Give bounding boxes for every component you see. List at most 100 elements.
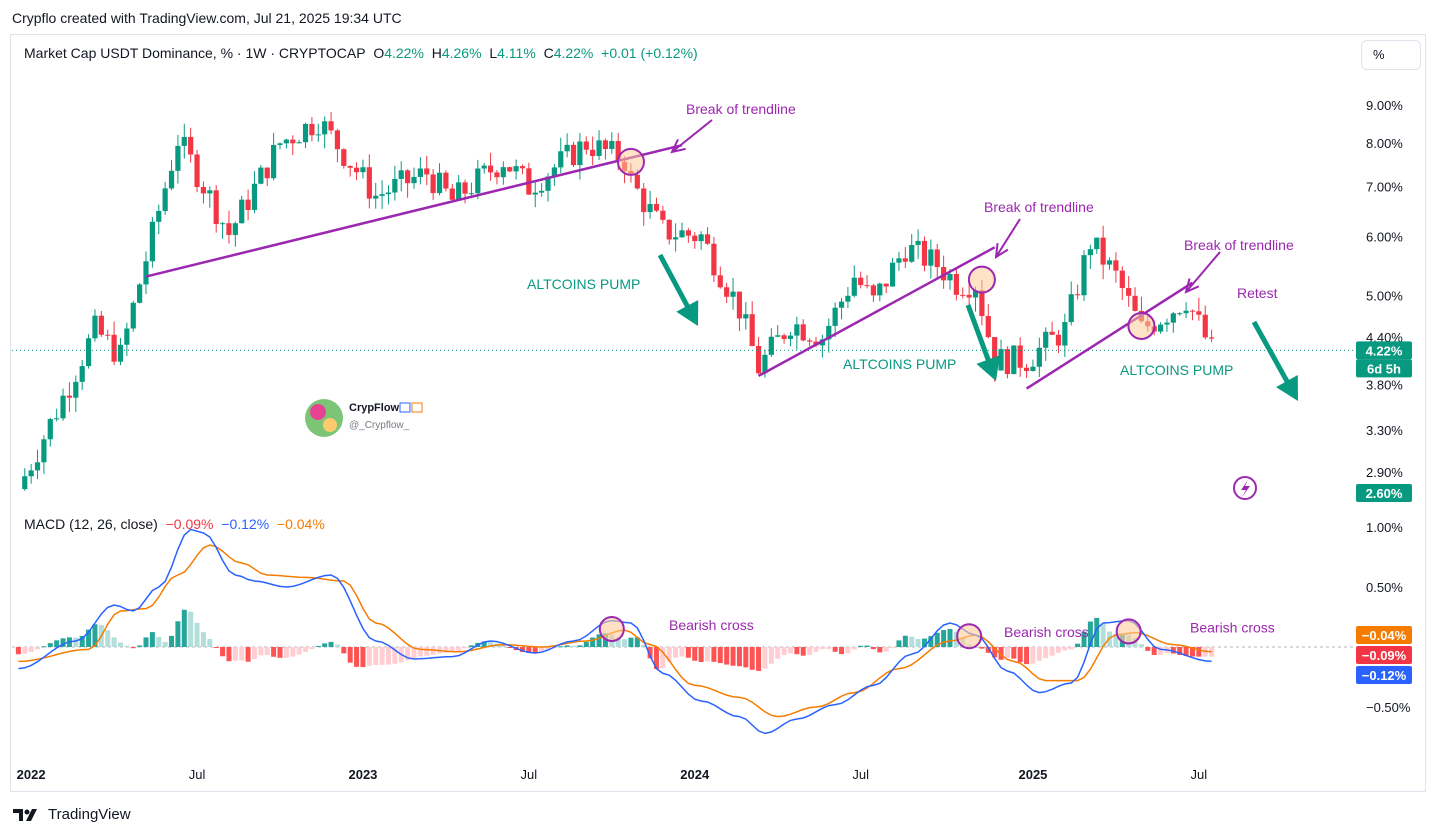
candle-body bbox=[1100, 237, 1106, 265]
trendline-break-circle bbox=[1127, 311, 1156, 340]
candle-body bbox=[213, 190, 219, 225]
candle-body bbox=[245, 199, 251, 210]
macd-histogram-bar bbox=[1177, 647, 1183, 656]
candle-body bbox=[1030, 366, 1036, 371]
macd-histogram-bar bbox=[175, 621, 181, 647]
candle-body bbox=[755, 345, 762, 374]
watermark-badge-icon bbox=[411, 402, 423, 413]
candle-body bbox=[130, 302, 136, 329]
last-price-tag bbox=[1356, 341, 1412, 360]
candle-body bbox=[251, 183, 258, 210]
candle-body bbox=[838, 301, 845, 308]
candle-body bbox=[717, 275, 723, 288]
macd-histogram-bar bbox=[315, 645, 321, 647]
macd-legend: MACD (12, 26, close) −0.09% −0.12% −0.04… bbox=[24, 516, 325, 532]
price-axis-tick: 8.00% bbox=[1366, 136, 1403, 151]
candle-body bbox=[405, 170, 411, 184]
candle-body bbox=[34, 462, 41, 471]
macd-histogram-bar bbox=[839, 647, 845, 655]
candle-body bbox=[162, 188, 168, 211]
macd-histogram-bar bbox=[1145, 647, 1151, 651]
macd-histogram-bar bbox=[883, 647, 889, 652]
candle-body bbox=[468, 193, 475, 195]
price-axis-tick: 2.90% bbox=[1366, 465, 1403, 480]
candle-body bbox=[730, 291, 736, 297]
macd-title[interactable]: MACD (12, 26, close) bbox=[24, 516, 158, 532]
candle-body bbox=[947, 274, 953, 281]
macd-histogram-bar bbox=[15, 647, 21, 655]
time-axis-tick: 2022 bbox=[17, 767, 46, 782]
candle-body bbox=[864, 285, 870, 287]
candle-body bbox=[1011, 345, 1017, 375]
macd-histogram-bar bbox=[1030, 647, 1036, 664]
candle-body bbox=[341, 149, 347, 166]
macd-histogram-bar bbox=[124, 645, 130, 647]
candle-body bbox=[443, 172, 449, 189]
candle-body bbox=[564, 144, 570, 152]
trend-arrow-head bbox=[976, 355, 1000, 381]
macd-histogram-bar bbox=[22, 647, 28, 654]
candle-body bbox=[449, 188, 455, 200]
macd-histogram-bar bbox=[941, 630, 947, 647]
watermark-avatar-detail bbox=[310, 404, 326, 420]
chart-frame bbox=[10, 34, 1426, 792]
candle-body bbox=[1132, 295, 1138, 311]
macd-histogram-bar bbox=[245, 647, 251, 662]
macd-value-tag-text: −0.12% bbox=[1362, 668, 1407, 683]
candle-body bbox=[226, 223, 232, 235]
candle-body bbox=[28, 470, 34, 477]
macd-histogram-bar bbox=[577, 645, 583, 647]
macd-histogram-bar bbox=[685, 647, 691, 658]
macd-histogram-bar bbox=[558, 646, 564, 648]
candle-body bbox=[577, 141, 583, 166]
candle-body bbox=[456, 182, 462, 200]
macd-axis-tick: 0.50% bbox=[1366, 580, 1403, 595]
candle-body bbox=[1157, 324, 1164, 332]
candle-body bbox=[909, 244, 915, 262]
candle-body bbox=[558, 151, 564, 168]
price-axis-tick: 4.40% bbox=[1366, 330, 1403, 345]
candle-body bbox=[1196, 311, 1202, 315]
macd-histogram-bar bbox=[443, 647, 449, 653]
symbol-title[interactable]: Market Cap USDT Dominance, % · 1W · CRYP… bbox=[24, 45, 366, 61]
candle-body bbox=[137, 284, 143, 303]
candle-body bbox=[609, 141, 615, 149]
ohlc-change: +0.01 (+0.12%) bbox=[601, 45, 698, 61]
candle-body bbox=[679, 230, 685, 238]
candle-body bbox=[392, 178, 398, 193]
macd-histogram-bar bbox=[188, 611, 194, 647]
lightning-icon-bolt bbox=[1241, 480, 1250, 497]
time-axis-tick: 2025 bbox=[1018, 767, 1047, 782]
percent-scale-button[interactable]: % bbox=[1361, 40, 1421, 70]
macd-histogram-bar bbox=[328, 641, 334, 647]
macd-histogram-bar bbox=[864, 645, 870, 647]
macd-histogram-bar bbox=[220, 647, 226, 657]
chart-attribution: Crypflo created with TradingView.com, Ju… bbox=[12, 10, 402, 26]
macd-histogram-bar bbox=[724, 647, 730, 665]
macd-histogram-bar bbox=[947, 629, 953, 647]
macd-histogram-bar bbox=[309, 647, 315, 650]
macd-histogram-bar bbox=[1075, 643, 1081, 647]
tradingview-logo[interactable]: TradingView bbox=[12, 806, 131, 823]
macd-histogram-bar bbox=[1043, 647, 1049, 659]
macd-histogram-bar bbox=[156, 637, 162, 647]
macd-value-tag-text: −0.04% bbox=[1362, 628, 1407, 643]
candle-body bbox=[207, 190, 213, 194]
macd-value-tag bbox=[1356, 626, 1412, 644]
macd-hist-value: −0.09% bbox=[165, 516, 214, 532]
trendline-break-circle bbox=[967, 265, 996, 294]
macd-histogram-bar bbox=[1068, 647, 1074, 650]
macd-histogram-bar bbox=[622, 639, 628, 647]
candle-body bbox=[673, 237, 679, 240]
candle-body bbox=[787, 335, 794, 339]
candle-body bbox=[111, 334, 117, 362]
candle-body bbox=[373, 195, 379, 199]
macd-histogram-bar bbox=[54, 640, 60, 647]
macd-histogram-bar bbox=[111, 637, 117, 647]
macd-histogram-bar bbox=[787, 647, 793, 654]
time-axis-tick: Jul bbox=[189, 767, 206, 782]
macd-histogram-bar bbox=[756, 647, 762, 671]
candle-body bbox=[149, 221, 155, 262]
macd-histogram-bar bbox=[647, 647, 653, 659]
time-axis-tick: 2024 bbox=[680, 767, 710, 782]
